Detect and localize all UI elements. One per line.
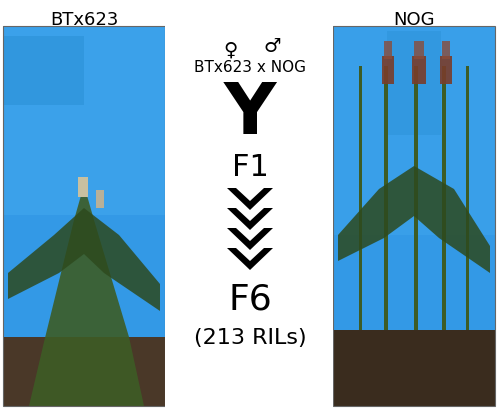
- Bar: [384, 67, 388, 330]
- Bar: [3, 27, 165, 236]
- Text: Y: Y: [224, 80, 276, 149]
- Bar: [3, 216, 165, 406]
- Bar: [333, 27, 495, 236]
- Bar: [387, 32, 441, 136]
- Bar: [382, 57, 394, 85]
- Bar: [442, 42, 450, 60]
- Bar: [3, 27, 165, 406]
- Polygon shape: [227, 209, 273, 230]
- Bar: [333, 27, 495, 406]
- Bar: [384, 42, 392, 60]
- Bar: [412, 57, 426, 85]
- Bar: [414, 67, 418, 330]
- Bar: [3, 27, 165, 406]
- Polygon shape: [227, 189, 273, 211]
- Text: ♂: ♂: [263, 37, 281, 56]
- Polygon shape: [8, 209, 160, 311]
- Bar: [96, 191, 104, 209]
- Bar: [3, 37, 84, 106]
- Bar: [414, 42, 424, 60]
- Bar: [333, 27, 495, 406]
- Bar: [442, 67, 446, 330]
- Bar: [359, 67, 362, 330]
- Text: BTx623: BTx623: [50, 11, 118, 29]
- Polygon shape: [227, 248, 273, 270]
- Bar: [466, 67, 469, 330]
- Bar: [333, 330, 495, 406]
- Bar: [3, 337, 165, 406]
- Bar: [78, 178, 88, 198]
- Polygon shape: [227, 229, 273, 250]
- Text: NOG: NOG: [393, 11, 435, 29]
- Text: F1: F1: [232, 153, 268, 182]
- Bar: [165, 0, 333, 409]
- Polygon shape: [338, 166, 490, 273]
- Polygon shape: [29, 186, 144, 406]
- Text: F6: F6: [228, 282, 272, 316]
- Text: (213 RILs): (213 RILs): [194, 327, 306, 347]
- Text: ♀: ♀: [223, 40, 237, 59]
- Text: BTx623 x NOG: BTx623 x NOG: [194, 61, 306, 75]
- Bar: [440, 57, 452, 85]
